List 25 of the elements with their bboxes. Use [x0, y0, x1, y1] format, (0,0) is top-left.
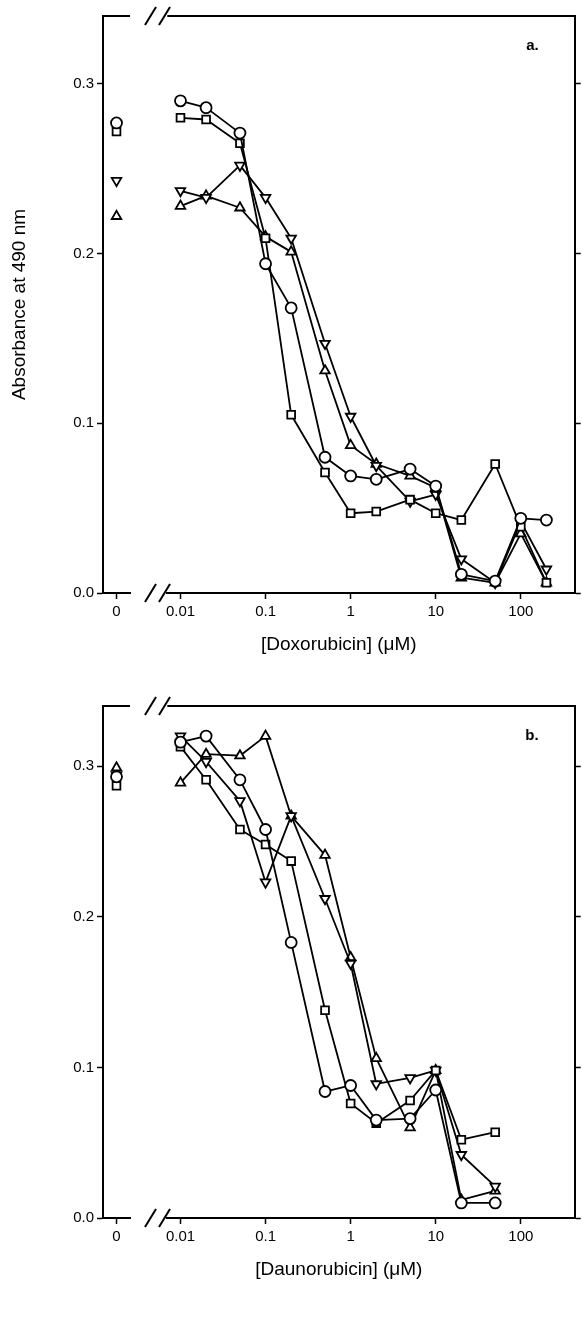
annotation: b. — [525, 725, 539, 743]
y-tick-label: 0.2 — [73, 243, 94, 261]
x-tick-label: 10 — [427, 602, 445, 620]
y-tick-label: 0.1 — [73, 413, 94, 431]
y-tick-label: 0.0 — [73, 1208, 94, 1226]
x-tick-label: 100 — [508, 602, 534, 620]
x-tick-label: 100 — [508, 1227, 534, 1245]
annotation: a. — [526, 35, 539, 53]
x-tick-label: 0.1 — [255, 602, 276, 620]
y-tick-label: 0.1 — [73, 1057, 94, 1075]
y-axis-title: Absorbance at 490 nm — [7, 208, 29, 401]
y-tick-label: 0.3 — [73, 756, 94, 774]
x-tick-label: 1 — [346, 1227, 355, 1245]
x-tick-label: 0.1 — [255, 1227, 276, 1245]
y-tick-label: 0.3 — [73, 74, 94, 92]
y-tick-label: 0.0 — [73, 583, 94, 601]
y-tick-label: 0.2 — [73, 906, 94, 924]
x-tick-label: 10 — [427, 1227, 445, 1245]
x-tick-label: 0 — [112, 602, 121, 620]
x-tick-label: 0 — [112, 1227, 121, 1245]
x-tick-label: 1 — [346, 602, 355, 620]
x-tick-label: 0.01 — [165, 1227, 196, 1245]
x-tick-label: 0.01 — [165, 602, 196, 620]
x-axis-title: [Daunorubicin] (μM) — [254, 1258, 424, 1280]
x-axis-title: [Doxorubicin] (μM) — [260, 633, 418, 655]
